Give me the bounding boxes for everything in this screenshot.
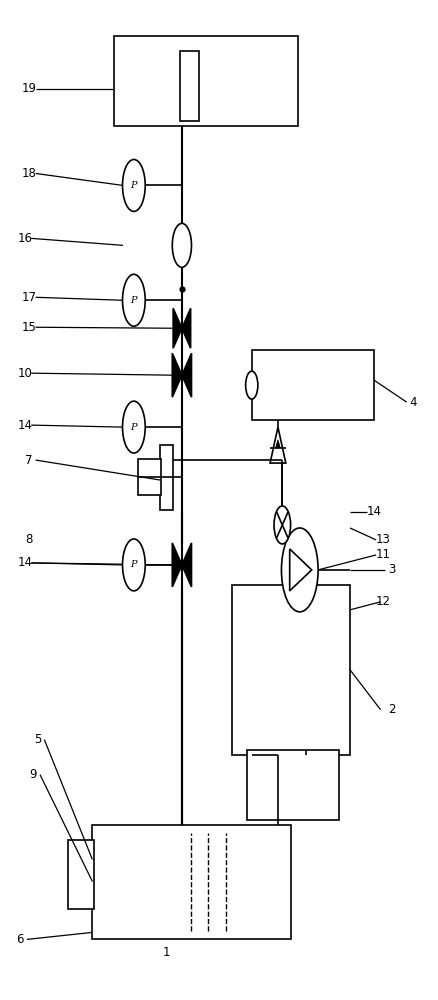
- Bar: [252, 350, 374, 420]
- Polygon shape: [173, 308, 182, 348]
- Circle shape: [282, 528, 318, 612]
- Polygon shape: [182, 308, 191, 348]
- Text: 18: 18: [21, 167, 36, 180]
- Text: P: P: [131, 560, 137, 569]
- Bar: [92, 825, 291, 939]
- Polygon shape: [172, 543, 182, 587]
- Text: 5: 5: [34, 733, 42, 746]
- Text: 1: 1: [163, 946, 170, 959]
- Text: 14: 14: [367, 505, 381, 518]
- Bar: [114, 36, 297, 126]
- Text: 15: 15: [21, 321, 36, 334]
- Circle shape: [274, 506, 290, 544]
- Text: 9: 9: [30, 768, 37, 781]
- Text: 4: 4: [410, 396, 417, 409]
- Text: 10: 10: [17, 367, 32, 380]
- Text: 19: 19: [21, 82, 37, 95]
- Circle shape: [123, 401, 145, 453]
- Text: 2: 2: [388, 703, 395, 716]
- Text: 3: 3: [388, 563, 395, 576]
- Text: 16: 16: [17, 232, 32, 245]
- Polygon shape: [182, 353, 191, 397]
- Bar: [138, 459, 161, 495]
- Text: 14: 14: [17, 419, 32, 432]
- Text: P: P: [131, 296, 137, 305]
- Text: P: P: [131, 423, 137, 432]
- Text: 14: 14: [17, 556, 32, 569]
- Text: 6: 6: [17, 933, 24, 946]
- Text: 11: 11: [375, 548, 390, 561]
- Bar: [232, 585, 350, 755]
- Bar: [247, 750, 339, 820]
- Polygon shape: [182, 543, 191, 587]
- Circle shape: [123, 274, 145, 326]
- Text: 7: 7: [25, 454, 33, 467]
- Text: 13: 13: [375, 533, 390, 546]
- Polygon shape: [172, 353, 182, 397]
- Polygon shape: [276, 440, 280, 448]
- Text: 17: 17: [21, 291, 37, 304]
- Circle shape: [123, 159, 145, 211]
- Text: P: P: [131, 181, 137, 190]
- Circle shape: [123, 539, 145, 591]
- Circle shape: [246, 371, 258, 399]
- Circle shape: [172, 223, 191, 267]
- Bar: [68, 840, 94, 909]
- Text: 8: 8: [25, 533, 33, 546]
- Text: 12: 12: [375, 595, 390, 608]
- Bar: [160, 445, 173, 510]
- Bar: [180, 51, 199, 121]
